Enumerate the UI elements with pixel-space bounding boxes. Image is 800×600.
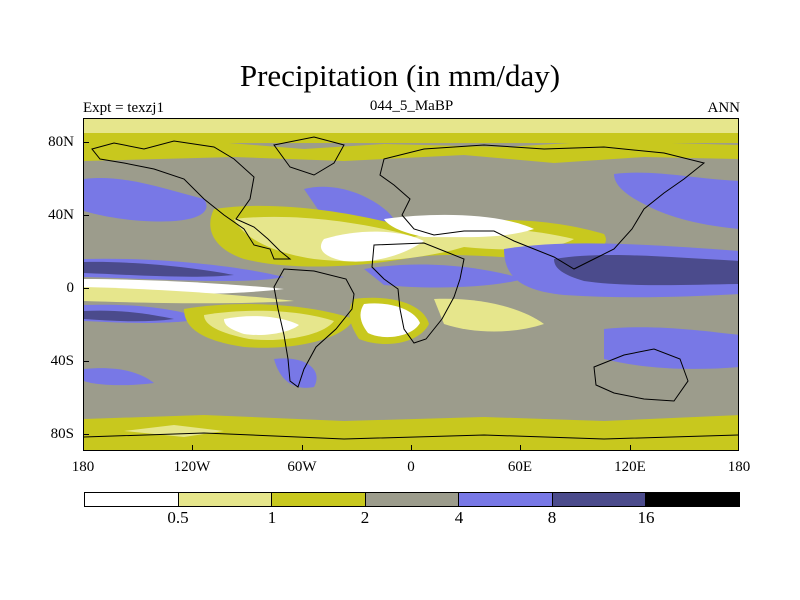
colorbar-box-1-2 (272, 493, 366, 506)
field-antarctic-yellow (84, 437, 738, 450)
coast-south-america (273, 268, 355, 388)
colorbar-box-lt-0.5 (85, 493, 179, 506)
y-tick-40n (83, 215, 89, 216)
x-tick-120w (192, 445, 193, 451)
precipitation-map (83, 118, 739, 451)
y-label-0: 0 (66, 280, 75, 296)
x-label-0: 0 (407, 459, 415, 475)
y-label-80s: 80S (50, 426, 74, 442)
colorbar-label-16: 16 (637, 508, 655, 527)
y-tick-80s (83, 434, 89, 435)
y-tick-0 (83, 288, 89, 289)
x-label-120w: 120W (173, 459, 211, 475)
x-label-60w: 60W (287, 459, 317, 475)
colorbar-box-0.5-1 (178, 493, 273, 506)
field-sahara-dry (320, 231, 424, 262)
x-label-60e: 60E (507, 459, 533, 475)
y-label-40s: 40S (50, 353, 74, 369)
field-itcz-pacific-strong (84, 261, 234, 277)
coast-eurasia (379, 144, 706, 270)
colorbar-box-gt-16 (646, 493, 740, 506)
season-label: ANN (707, 100, 741, 116)
y-label-40n: 40N (48, 207, 74, 223)
colorbar-label-1: 1 (267, 508, 277, 527)
field-spcz-strong (84, 310, 174, 322)
field-itcz-africa (364, 264, 524, 288)
colorbar-label-4: 4 (454, 508, 464, 527)
field-cold-tongue-edge (84, 287, 294, 304)
coast-africa (371, 242, 465, 344)
map-svg (84, 119, 738, 450)
coastlines (84, 136, 738, 440)
colorbar-box-8-16 (552, 493, 647, 506)
x-label-180w: 180 (71, 459, 95, 475)
colorbar-label-8: 8 (547, 508, 557, 527)
coast-antarctica (84, 432, 738, 440)
x-tick-120e (630, 445, 631, 451)
colorbar-label-2: 2 (360, 508, 370, 527)
coast-australia (593, 348, 689, 402)
x-label-180e: 180 (727, 459, 751, 475)
field-east-asia-wet (614, 172, 738, 229)
field-natlantic-wet (304, 186, 394, 223)
plot-title: Precipitation (in mm/day) (239, 58, 561, 93)
colorbar-box-2-4 (365, 493, 460, 506)
field-arctic-yellow (84, 133, 738, 143)
colorbar-label-0.5: 0.5 (167, 508, 189, 527)
field-s-pacific-wet (84, 368, 154, 386)
field-s-ocean-wet (604, 327, 738, 369)
field-warm-pool-strong (554, 255, 738, 286)
field-antarctic-dry-patch (124, 425, 224, 437)
field-southern-yellow (84, 415, 738, 437)
field-npacific-wet (84, 178, 207, 222)
y-tick-40s (83, 361, 89, 362)
x-tick-0 (411, 445, 412, 451)
colorbar (84, 492, 740, 507)
y-label-80n: 80N (48, 134, 74, 150)
run-label: 044_5_MaBP (369, 98, 454, 114)
y-tick-80n (83, 142, 89, 143)
x-tick-60e (520, 445, 521, 451)
x-tick-60w (302, 445, 303, 451)
x-label-120e: 120E (614, 459, 646, 475)
coast-north-america (91, 140, 292, 260)
coast-greenland (273, 136, 345, 176)
field-arctic-dry (84, 119, 738, 133)
colorbar-box-4-8 (459, 493, 553, 506)
experiment-label: Expt = texzj1 (83, 100, 164, 116)
field-s-atlantic-dry (360, 303, 420, 338)
field-s-indian-dry (434, 298, 544, 332)
